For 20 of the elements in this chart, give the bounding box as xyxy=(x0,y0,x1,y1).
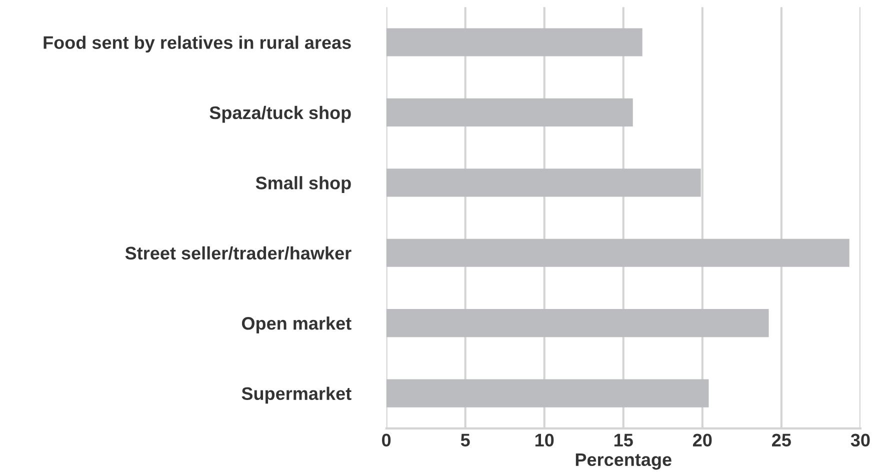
y-tick-label: Supermarket xyxy=(242,386,352,404)
bar xyxy=(386,98,633,126)
x-tick-label: 30 xyxy=(850,434,870,447)
x-tick-label: 0 xyxy=(382,434,391,447)
x-tick-label: 5 xyxy=(460,434,470,447)
x-tick-label: 15 xyxy=(614,434,633,447)
y-tick-label: Spaza/tuck shop xyxy=(210,106,351,123)
bar xyxy=(386,168,701,197)
bar xyxy=(386,238,850,267)
x-tick-label: 20 xyxy=(692,434,712,447)
y-tick-label: Small shop xyxy=(256,176,351,193)
x-axis-title: Percentage xyxy=(576,453,672,470)
x-tick-label: 25 xyxy=(772,434,791,447)
bar xyxy=(386,379,709,408)
bar xyxy=(386,309,769,338)
y-tick-label: Open market xyxy=(242,316,352,334)
y-tick-label: Street seller/trader/hawker xyxy=(125,246,352,260)
y-tick-label: Food sent by relatives in rural areas xyxy=(44,36,351,53)
bar xyxy=(386,28,642,56)
x-tick-label: 10 xyxy=(535,434,554,447)
